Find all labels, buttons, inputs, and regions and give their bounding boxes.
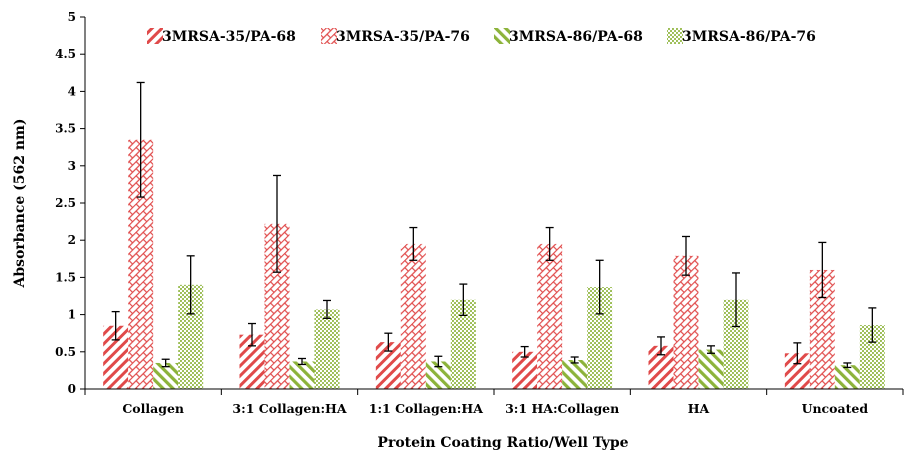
error-bar [434,355,443,368]
error-bar [111,310,120,341]
error-bar [161,358,170,368]
y-tick-label: 0.5 [55,345,76,359]
y-tick-label: 1 [68,308,76,322]
error-bar [818,241,827,299]
legend-swatch [494,28,510,44]
legend-swatch [321,28,337,44]
y-tick-label: 4 [68,84,76,98]
legend-label: 3MRSA-86/PA-76 [682,29,816,45]
legend-swatch [667,28,683,44]
legend-swatch [147,28,163,44]
x-tick-label: 3:1 HA:Collagen [505,401,619,416]
axes-layer: 0 0.5 1 1.5 2 2.5 3 3.5 4 4.5 5 Collagen 3:1 Collage… [55,10,904,416]
x-tick-label: HA [688,401,710,416]
error-bar [323,299,331,319]
error-bar [248,322,256,347]
error-bar [136,81,145,198]
y-tick-label: 3.5 [55,122,76,136]
x-tick-label: 3:1 Collagen:HA [232,401,346,416]
error-bar [545,226,554,261]
legend: 3MRSA-35/PA-68 3MRSA-35/PA-76 3MRSA-86/PA-… [147,28,816,45]
error-bar [707,345,715,354]
x-tick-label: Collagen [122,401,184,416]
x-tick-label: 1:1 Collagen:HA [369,401,483,416]
legend-label: 3MRSA-86/PA-68 [509,29,643,45]
x-axis-title: Protein Coating Ratio/Well Type [377,435,628,451]
error-bar [793,342,802,365]
bar [400,243,426,389]
y-tick-label: 2 [68,233,76,247]
legend-entry: 3MRSA-86/PA-76 [667,28,816,45]
bar [314,309,340,389]
bar [512,351,538,389]
y-tick-label: 2.5 [55,196,76,210]
error-bar [570,356,579,364]
bar [673,255,699,389]
legend-entry: 3MRSA-35/PA-68 [147,28,296,45]
y-tick-label: 1.5 [55,270,76,284]
bar [537,243,563,389]
bar [834,365,860,389]
error-bar [657,336,665,356]
error-bars-layer [111,81,877,369]
error-bar [868,307,877,343]
error-bar [682,235,690,276]
error-bar [520,345,529,358]
bar [562,359,588,389]
legend-label: 3MRSA-35/PA-76 [336,29,470,45]
y-tick-label: 4.5 [55,47,76,61]
bar [698,349,724,389]
error-bar [298,357,306,366]
error-bar [273,174,281,273]
y-axis-title: Absorbance (562 nm) [12,119,28,289]
bar [289,361,315,389]
y-tick-label: 5 [68,10,76,24]
y-tick-label: 0 [68,382,76,396]
y-tick-label: 3 [68,159,76,173]
legend-label: 3MRSA-35/PA-68 [162,29,296,45]
legend-entry: 3MRSA-86/PA-68 [494,28,643,45]
error-bar [732,272,740,328]
error-bar [384,332,393,352]
legend-entry: 3MRSA-35/PA-76 [321,28,470,45]
error-bar [459,283,468,316]
bars-layer [103,139,885,389]
error-bar [409,226,418,261]
error-bar [595,259,604,315]
x-tick-label: Uncoated [802,401,869,416]
error-bar [186,255,195,315]
error-bar [843,362,852,369]
